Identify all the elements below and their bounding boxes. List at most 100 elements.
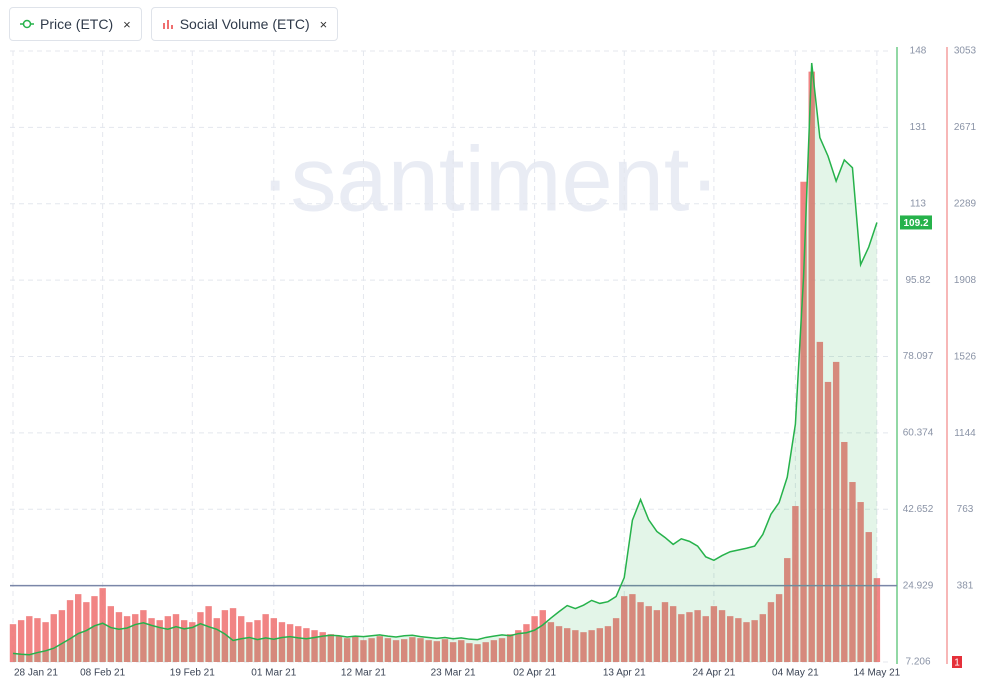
legend-chip[interactable]: Price (ETC) × [9, 7, 142, 41]
bar [490, 640, 498, 662]
bar [629, 594, 636, 662]
bar [229, 608, 237, 662]
close-button[interactable]: × [319, 16, 328, 32]
bar [66, 600, 74, 662]
bar [792, 506, 799, 662]
bar [140, 610, 147, 662]
y2-tick-label: 381 [957, 581, 974, 592]
legend-icon [162, 20, 173, 29]
y-tick-label: 24.929 [903, 580, 934, 591]
bar [254, 620, 261, 662]
bar [311, 630, 318, 662]
bar [637, 602, 644, 662]
bar [115, 612, 123, 662]
bar [425, 640, 432, 662]
x-tick-label: 14 May 21 [854, 668, 901, 679]
y-tick-label: 78.097 [903, 351, 934, 362]
bar [784, 558, 791, 662]
bar [449, 642, 457, 662]
watermark: ·santiment· [260, 128, 720, 230]
bar [286, 624, 294, 662]
y-tick-label: 95.82 [905, 275, 930, 286]
y2-tick-label: 2289 [954, 199, 977, 210]
bar [515, 630, 522, 662]
last-value-badge [900, 215, 932, 230]
bar [197, 612, 204, 662]
bar [132, 614, 139, 662]
bar [205, 606, 212, 662]
bar [213, 618, 220, 662]
bar [767, 602, 775, 662]
bar [392, 640, 400, 662]
bar [727, 616, 734, 662]
x-tick-label: 13 Apr 21 [603, 668, 646, 679]
x-tick-label: 08 Feb 21 [80, 668, 125, 679]
bar [832, 361, 840, 662]
y2-tick-label: 2671 [954, 122, 977, 133]
y2-tick-label: 1144 [954, 428, 976, 439]
y2-tick-label: 763 [957, 504, 974, 515]
bar [466, 643, 473, 662]
x-tick-label: 24 Apr 21 [692, 668, 735, 679]
bar [531, 616, 538, 662]
bar [303, 628, 310, 662]
bar [335, 636, 343, 662]
bar [498, 638, 506, 662]
y-tick-label: 131 [910, 122, 927, 133]
bar [718, 610, 726, 662]
bar [539, 610, 546, 662]
bar [26, 616, 33, 662]
bar [376, 636, 383, 662]
bar [743, 622, 750, 662]
bar [580, 632, 587, 662]
bar [42, 622, 49, 662]
bar [604, 626, 612, 662]
x-tick-label: 02 Apr 21 [513, 668, 556, 679]
bar [645, 606, 652, 662]
bar [270, 618, 277, 662]
y-tick-label: 60.374 [903, 428, 934, 439]
y2-tick-label: 3053 [954, 46, 977, 57]
y-tick-label: 7.206 [905, 657, 930, 668]
x-tick-label: 04 May 21 [772, 668, 819, 679]
x-tick-label: 23 Mar 21 [431, 668, 476, 679]
bar [368, 638, 375, 662]
x-tick-label: 12 Mar 21 [341, 668, 386, 679]
y2-tick-box [952, 656, 962, 668]
x-tick-label: 28 Jan 21 [14, 668, 58, 679]
bar [653, 610, 661, 662]
bar [221, 610, 229, 662]
bar [686, 612, 693, 662]
bar [246, 622, 253, 662]
bar [849, 482, 856, 662]
legend-chip[interactable]: Social Volume (ETC) × [150, 7, 339, 41]
bar [83, 602, 90, 662]
x-tick-label: 19 Feb 21 [170, 668, 215, 679]
bar [75, 594, 82, 662]
y-tick-label: 42.652 [903, 504, 934, 515]
bar [808, 71, 815, 663]
bar [295, 626, 302, 662]
bar [596, 628, 603, 662]
bar [123, 616, 131, 662]
bar [384, 638, 392, 662]
bar [865, 532, 872, 662]
bar [433, 641, 440, 662]
bar [148, 618, 155, 662]
bar [800, 181, 807, 662]
bar [189, 622, 196, 662]
bar [873, 578, 881, 662]
bar [694, 610, 701, 662]
close-button[interactable]: × [123, 16, 131, 32]
y-tick-label: 148 [910, 46, 927, 57]
bar [621, 596, 628, 662]
bar [91, 596, 98, 662]
bar [555, 626, 563, 662]
bar [58, 610, 66, 662]
bar [710, 606, 718, 662]
bar [9, 624, 17, 662]
bar [327, 634, 335, 662]
y2-tick-label: 1 [954, 658, 960, 669]
